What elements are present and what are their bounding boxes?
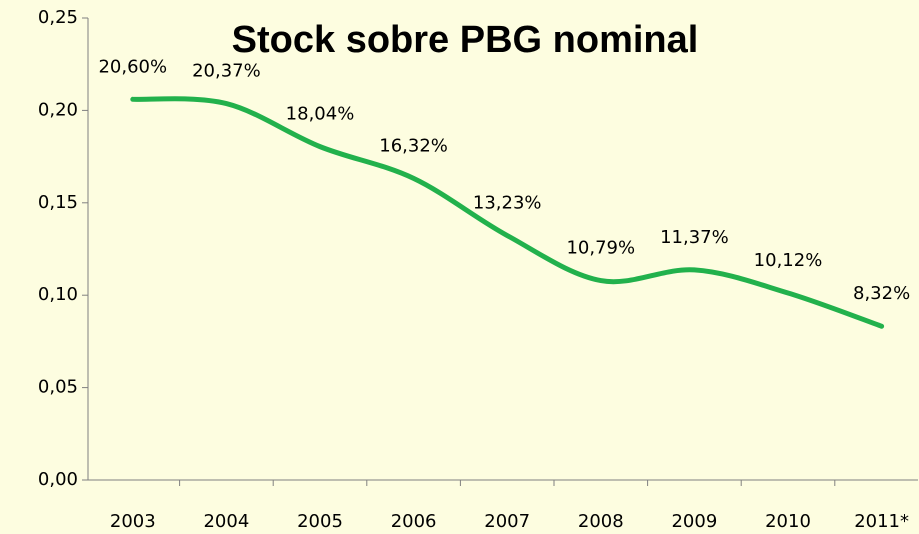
y-tick-label: 0,10 — [38, 284, 78, 305]
x-tick-label: 2010 — [765, 511, 811, 532]
x-tick-label: 2003 — [110, 511, 156, 532]
x-tick-label: 2005 — [297, 511, 343, 532]
data-label: 10,12% — [754, 250, 823, 271]
x-tick-label: 2008 — [578, 511, 624, 532]
x-tick-label: 2011* — [854, 511, 909, 532]
y-tick-label: 0,25 — [38, 7, 78, 28]
x-tick-label: 2007 — [484, 511, 530, 532]
data-label: 13,23% — [473, 193, 542, 214]
y-tick-label: 0,00 — [38, 469, 78, 490]
x-tick-label: 2009 — [671, 511, 717, 532]
data-label: 20,60% — [98, 56, 167, 77]
y-tick-label: 0,20 — [38, 99, 78, 120]
data-label: 10,79% — [566, 238, 635, 259]
y-tick-label: 0,05 — [38, 377, 78, 398]
data-label: 16,32% — [379, 135, 448, 156]
data-label: 20,37% — [192, 61, 261, 82]
data-label: 11,37% — [660, 227, 729, 248]
line — [130, 96, 885, 329]
data-label: 18,04% — [286, 104, 355, 125]
y-tick-label: 0,15 — [38, 192, 78, 213]
data-label: 8,32% — [853, 283, 910, 304]
x-tick-label: 2006 — [391, 511, 437, 532]
x-tick-label: 2004 — [203, 511, 249, 532]
chart-title: Stock sobre PBG nominal — [232, 19, 699, 61]
